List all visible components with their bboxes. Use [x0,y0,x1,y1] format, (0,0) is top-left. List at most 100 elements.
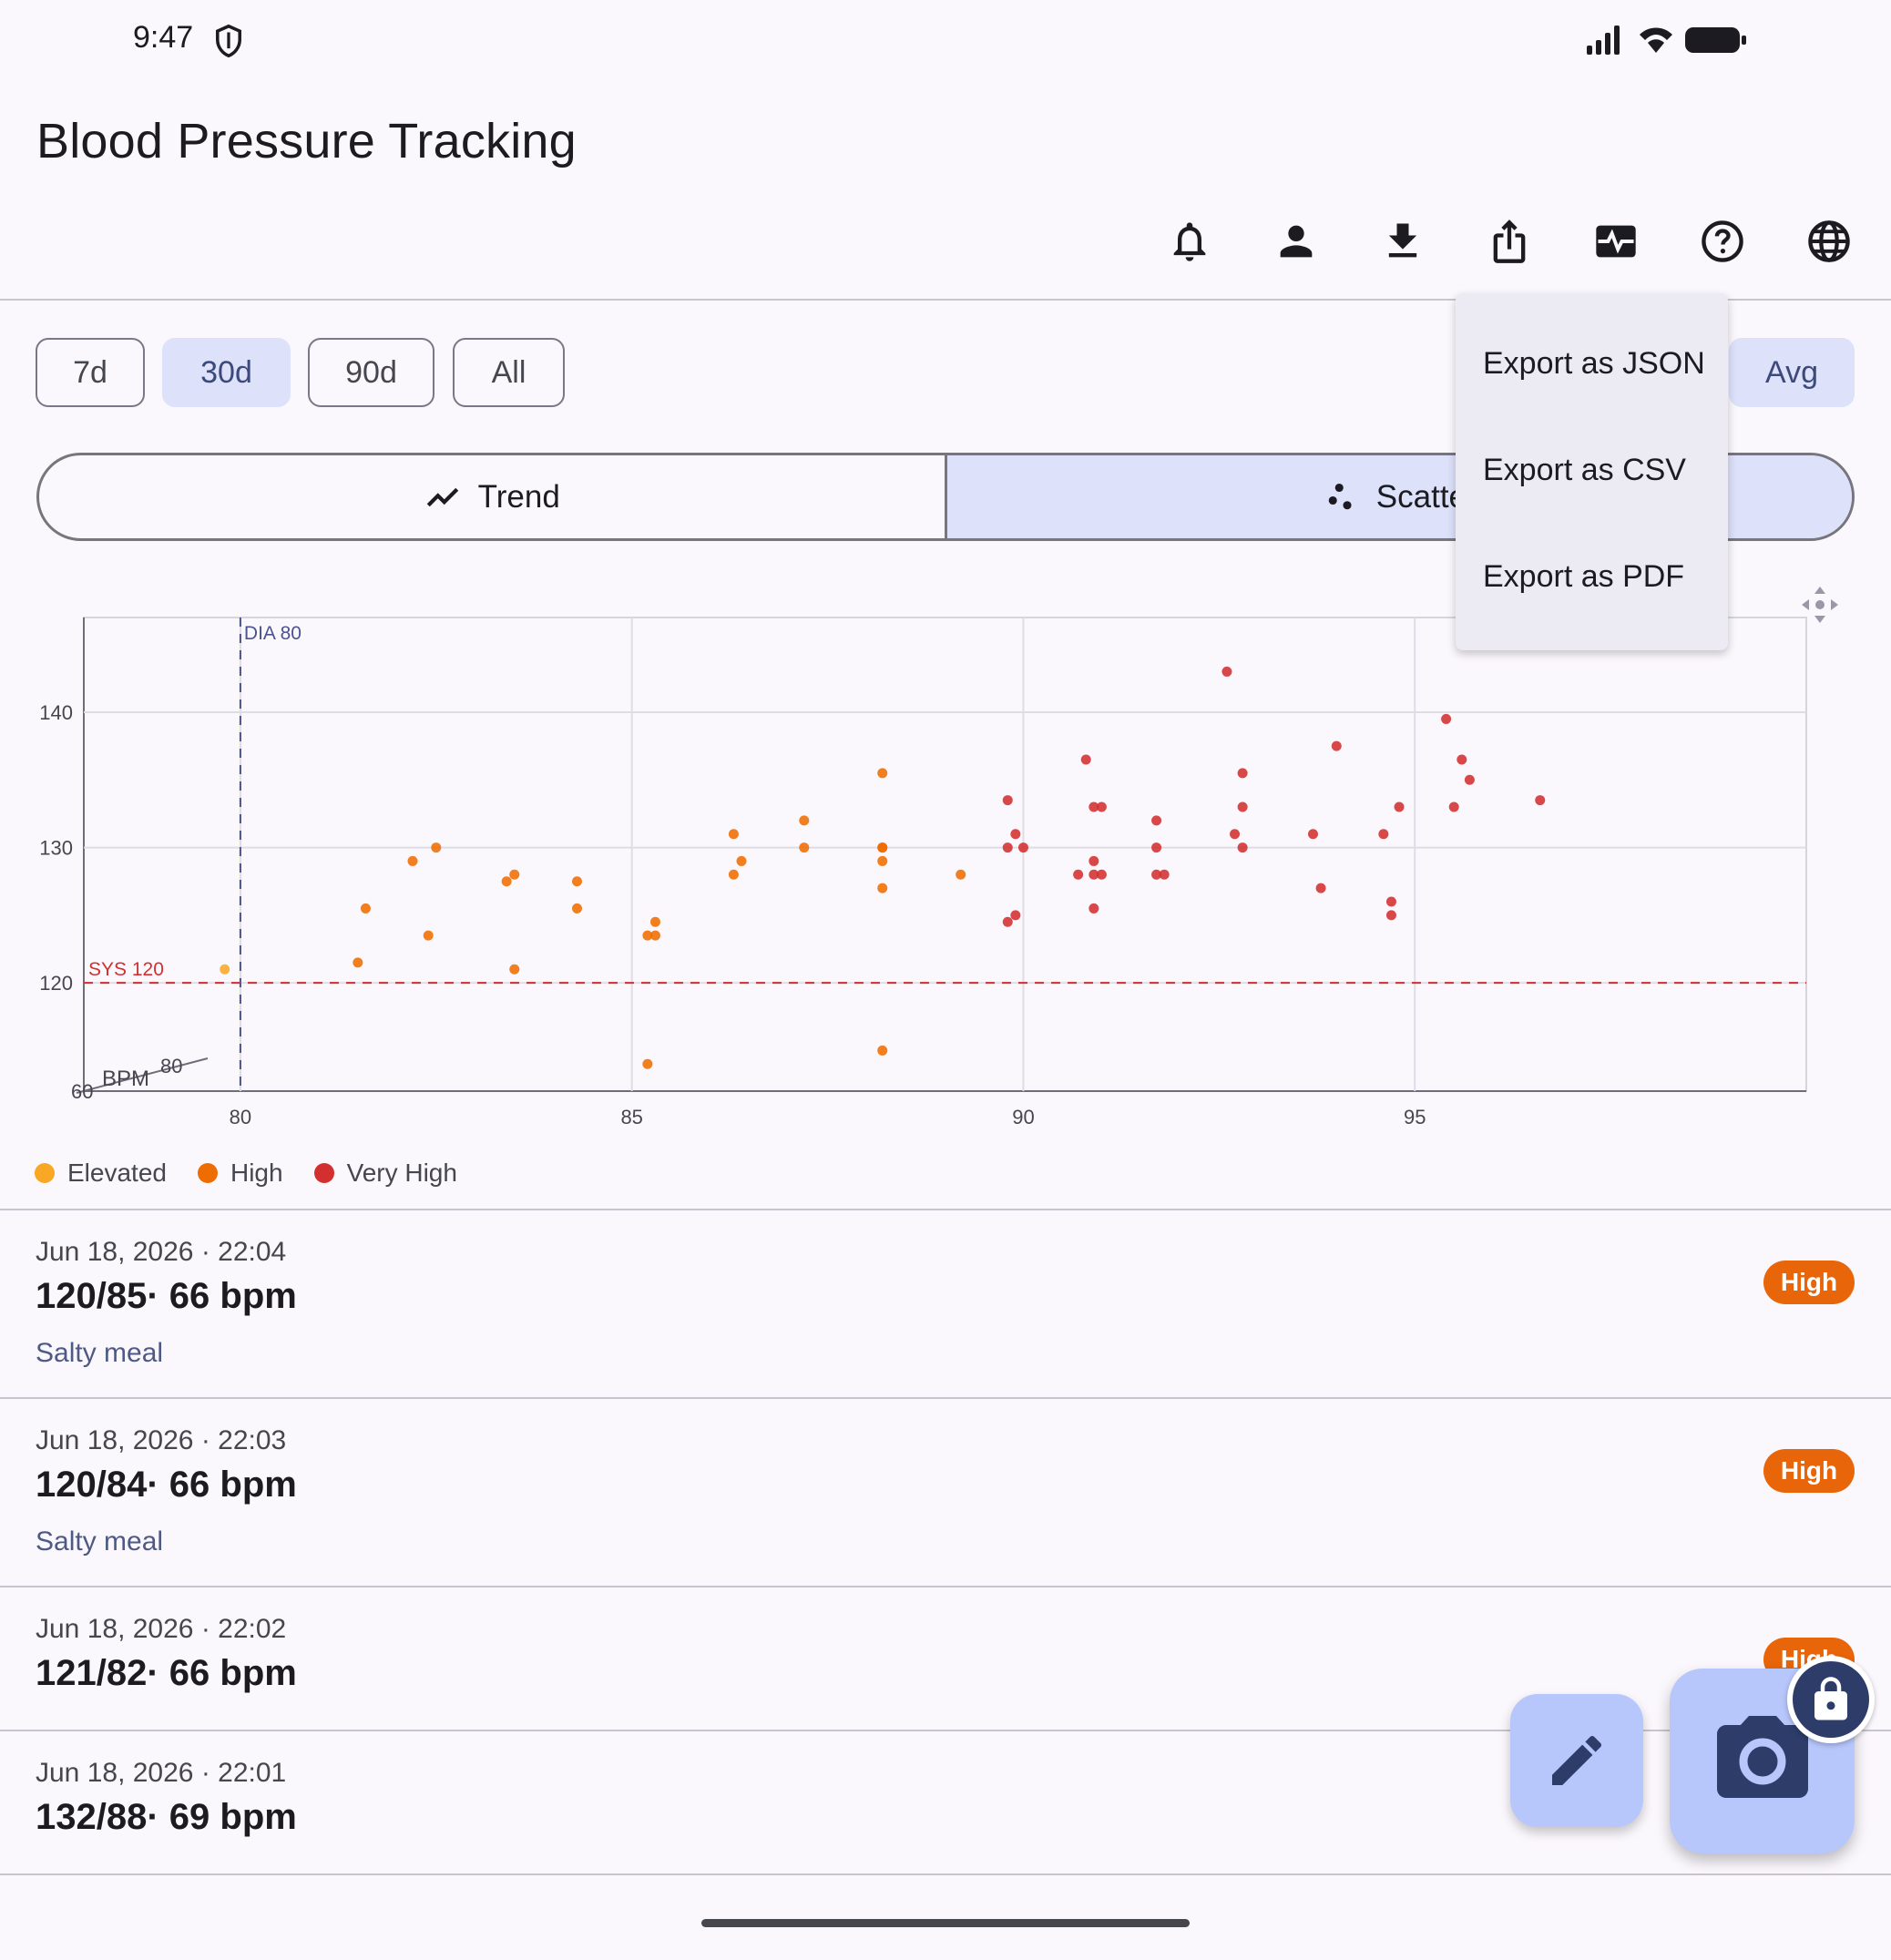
data-point [1089,903,1099,914]
trend-icon [426,487,458,506]
data-point [1159,869,1170,880]
edit-button[interactable] [1510,1694,1643,1827]
bpm-axis-line [76,1057,209,1094]
data-point [509,964,520,975]
heart-monitor-icon[interactable] [1586,211,1646,271]
data-point [1464,774,1475,785]
data-point [1002,916,1013,927]
reading-date: Jun 18, 2026 · 22:02 [36,1614,287,1644]
x-tick-label: 90 [1012,1106,1034,1128]
export-menu: Export as JSON Export as CSV Export as P… [1456,293,1728,650]
home-indicator[interactable] [701,1919,1190,1927]
share-icon[interactable] [1479,211,1539,271]
signal-icon [1587,26,1620,55]
tab-trend[interactable]: Trend [39,455,945,538]
chip-all[interactable]: All [453,338,565,407]
data-point [1237,801,1248,812]
menu-item-export-csv[interactable]: Export as CSV [1483,453,1686,487]
lock-icon [1814,1677,1847,1720]
chart-grid [83,617,1807,1092]
data-point [1457,754,1467,765]
list-item[interactable]: Jun 18, 2026 · 22:04 120/85· 66 bpm Salt… [0,1210,1891,1397]
data-point [1221,666,1232,677]
data-point [728,829,739,840]
x-tick-label: 95 [1404,1106,1426,1128]
data-point [1385,896,1396,907]
list-item[interactable]: Jun 18, 2026 · 22:02 121/82· 66 bpm High [0,1587,1891,1730]
data-point [1237,768,1248,779]
data-point [360,903,371,914]
reference-label-sys: SYS 120 [88,959,164,980]
legend-label: Elevated [67,1159,167,1187]
data-point [877,883,888,893]
menu-item-export-pdf[interactable]: Export as PDF [1483,559,1685,594]
data-point [1002,795,1013,806]
data-point [877,842,888,853]
data-point [1378,829,1389,840]
chip-30d[interactable]: 30d [162,338,291,407]
reading-note: Salty meal [36,1526,164,1557]
chart-ticks: 80 85 90 95 120 130 140 [39,701,1426,1128]
person-icon[interactable] [1266,211,1326,271]
data-point [642,930,653,941]
menu-item-export-json[interactable]: Export as JSON [1483,346,1705,381]
data-point [799,842,810,853]
chip-avg[interactable]: Avg [1729,338,1855,407]
legend-dot [313,1163,334,1183]
status-badge: High [1763,1449,1855,1493]
data-point [799,815,810,826]
camera-icon [1716,1715,1808,1798]
bell-icon[interactable] [1160,211,1220,271]
lock-badge[interactable] [1787,1656,1875,1743]
legend-label: Very High [346,1159,457,1187]
data-point [877,855,888,866]
y-tick-label: 140 [39,701,73,724]
data-point [1010,829,1021,840]
chip-7d[interactable]: 7d [36,338,145,407]
list-item[interactable]: Jun 18, 2026 · 22:03 120/84· 66 bpm Salt… [0,1399,1891,1586]
reference-label-dia: DIA 80 [244,623,302,644]
data-point [1017,842,1028,853]
status-time: 9:47 [133,20,194,55]
data-point [1230,829,1241,840]
legend-item-elevated: Elevated [35,1159,167,1188]
x-tick-label: 80 [230,1106,251,1128]
data-point [220,964,230,975]
list-divider [0,1586,1891,1587]
data-point [1151,815,1162,826]
tab-trend-label: Trend [477,478,560,515]
globe-icon[interactable] [1799,211,1859,271]
list-divider [0,1209,1891,1210]
reading-value: 120/84· 66 bpm [36,1465,297,1505]
data-point [877,768,888,779]
data-point [1237,842,1248,853]
camera-button[interactable] [1670,1669,1855,1853]
list-divider [0,1873,1891,1875]
list-divider [0,1397,1891,1399]
data-point [728,869,739,880]
data-point [1441,713,1452,724]
pencil-icon [1552,1735,1602,1785]
reading-value: 132/88· 69 bpm [36,1797,297,1837]
pan-zoom-icon [1802,587,1838,623]
y-tick-label: 130 [39,837,73,860]
data-point [1089,869,1099,880]
data-point [1089,855,1099,866]
page-title: Blood Pressure Tracking [36,114,577,168]
reading-note: Salty meal [36,1338,164,1368]
data-point [1385,910,1396,921]
list-item[interactable]: Jun 18, 2026 · 22:01 132/88· 69 bpm [0,1731,1891,1873]
shield-icon [216,24,241,58]
data-point [736,855,747,866]
data-point [1315,883,1326,893]
help-icon[interactable] [1692,211,1753,271]
data-point [407,855,418,866]
download-icon[interactable] [1373,211,1433,271]
scatter-chart[interactable]: 80 85 90 95 120 130 140 DIA 80 SYS 120 60 80 BPM [0,583,1891,1148]
data-point [572,903,583,914]
data-point [353,957,363,968]
reading-value: 120/85· 66 bpm [36,1276,297,1316]
data-point [1151,842,1162,853]
chip-90d[interactable]: 90d [308,338,434,407]
bpm-tick-label: 60 [71,1080,93,1103]
